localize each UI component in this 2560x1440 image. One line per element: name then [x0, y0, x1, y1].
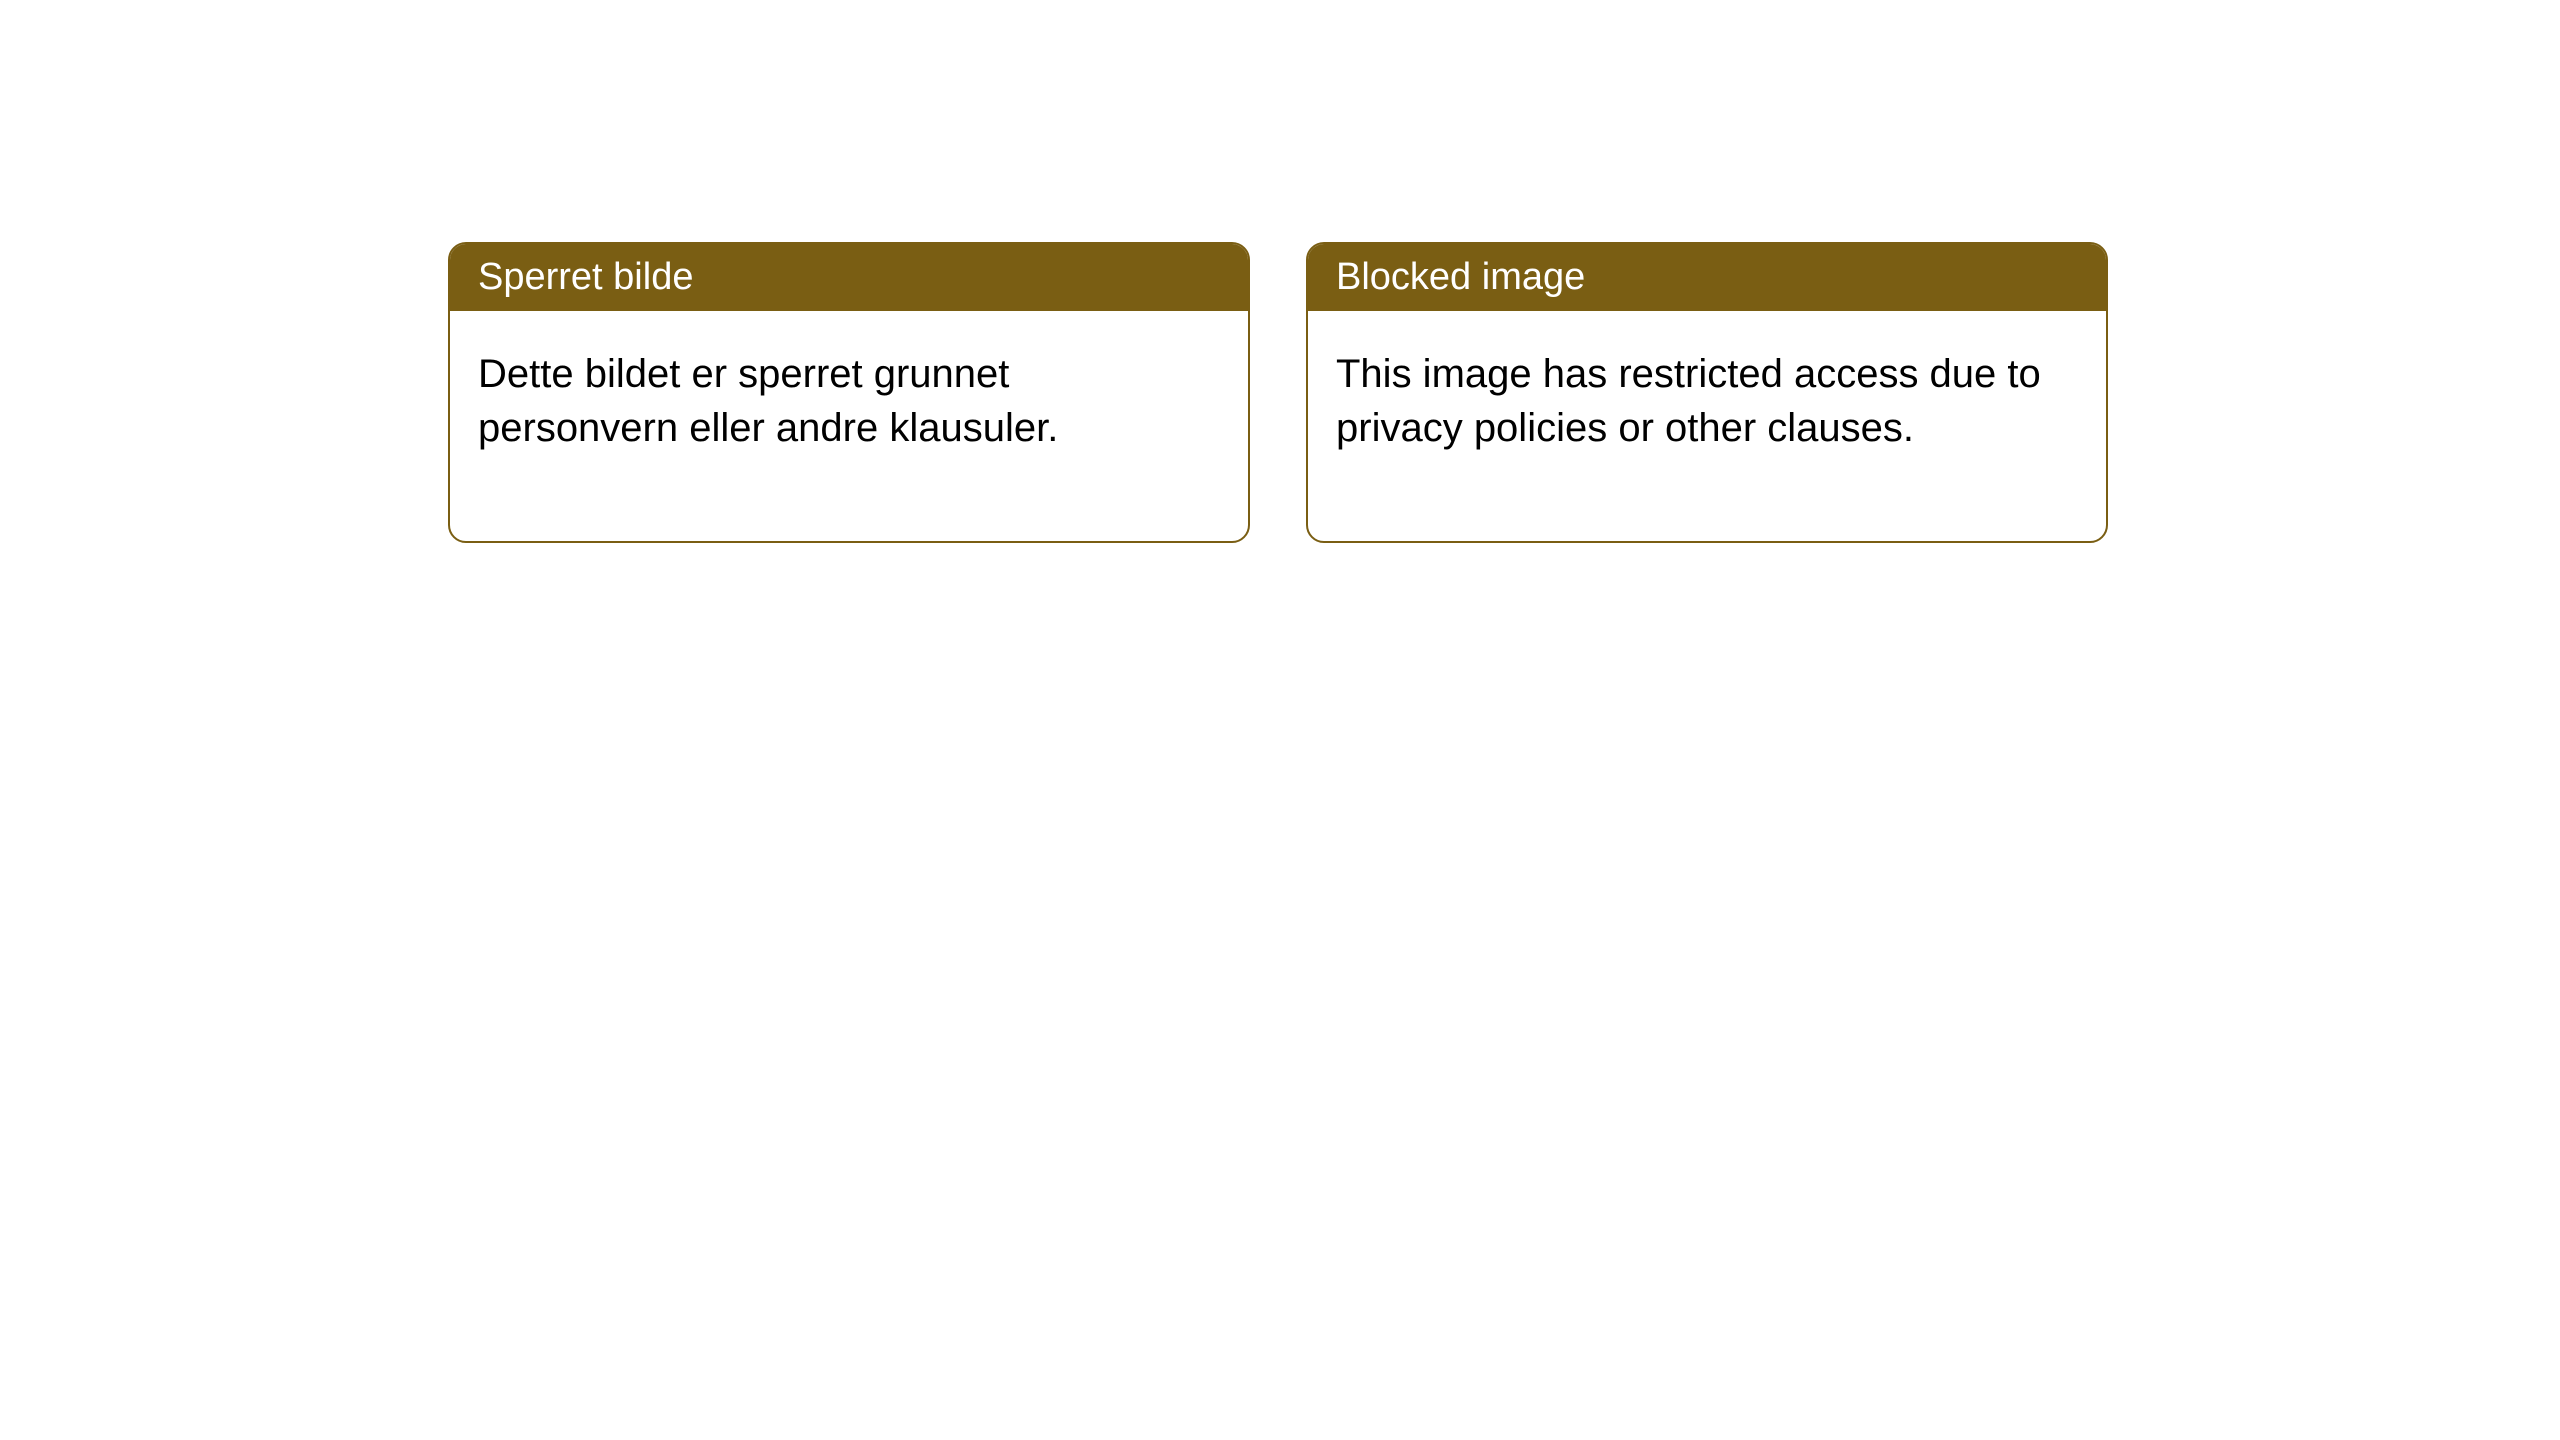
card-header: Sperret bilde: [450, 244, 1248, 311]
card-body-text: This image has restricted access due to …: [1336, 352, 2041, 450]
card-body: Dette bildet er sperret grunnet personve…: [450, 311, 1248, 541]
card-title: Sperret bilde: [478, 256, 693, 298]
card-body: This image has restricted access due to …: [1308, 311, 2106, 541]
notice-container: Sperret bilde Dette bildet er sperret gr…: [448, 242, 2108, 543]
card-body-text: Dette bildet er sperret grunnet personve…: [478, 352, 1058, 450]
notice-card-norwegian: Sperret bilde Dette bildet er sperret gr…: [448, 242, 1250, 543]
notice-card-english: Blocked image This image has restricted …: [1306, 242, 2108, 543]
card-header: Blocked image: [1308, 244, 2106, 311]
card-title: Blocked image: [1336, 256, 1585, 298]
